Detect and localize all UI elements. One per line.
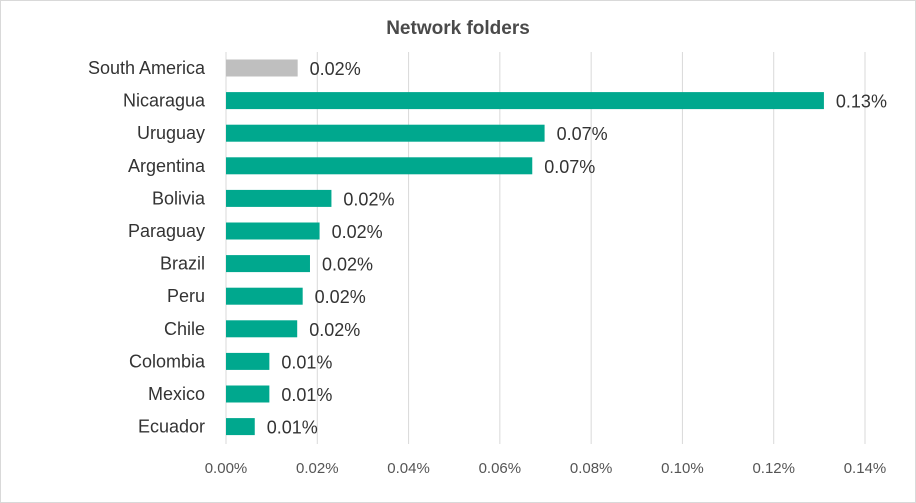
category-label: Colombia — [129, 351, 206, 371]
category-label: Mexico — [148, 384, 205, 404]
bar — [226, 222, 320, 240]
data-label: 0.02% — [343, 189, 394, 209]
category-label: South America — [88, 58, 206, 78]
category-label: Argentina — [128, 156, 206, 176]
bar — [226, 124, 545, 142]
data-label: 0.02% — [309, 320, 360, 340]
data-label: 0.02% — [310, 59, 361, 79]
data-label: 0.02% — [322, 255, 373, 275]
category-label: Peru — [167, 286, 205, 306]
category-label: Brazil — [160, 254, 205, 274]
category-label: Chile — [164, 319, 205, 339]
x-tick-label: 0.10% — [661, 460, 704, 477]
x-tick-label: 0.08% — [570, 460, 613, 477]
bar — [226, 255, 310, 273]
category-label: Ecuador — [138, 417, 205, 437]
data-label: 0.01% — [267, 418, 318, 438]
data-label: 0.01% — [281, 385, 332, 405]
data-label: 0.02% — [332, 222, 383, 242]
data-label: 0.02% — [315, 287, 366, 307]
x-tick-label: 0.04% — [387, 460, 430, 477]
bar — [226, 385, 270, 403]
data-label: 0.01% — [281, 352, 332, 372]
category-label: Bolivia — [152, 188, 206, 208]
data-label: 0.07% — [544, 157, 595, 177]
category-label: Paraguay — [128, 221, 205, 241]
bar — [226, 287, 303, 305]
data-label: 0.07% — [557, 124, 608, 144]
x-tick-label: 0.06% — [479, 460, 522, 477]
bar — [226, 59, 298, 77]
bar — [226, 418, 255, 436]
x-tick-label: 0.12% — [752, 460, 795, 477]
x-tick-label: 0.02% — [296, 460, 339, 477]
category-label: Uruguay — [137, 123, 205, 143]
bar — [226, 92, 824, 110]
bar — [226, 189, 332, 207]
x-tick-label: 0.00% — [205, 460, 248, 477]
x-tick-label: 0.14% — [844, 460, 887, 477]
bar — [226, 320, 298, 338]
chart-title: Network folders — [386, 18, 530, 39]
bar — [226, 157, 533, 175]
category-label: Nicaragua — [123, 91, 206, 111]
data-label: 0.13% — [836, 92, 887, 112]
bar — [226, 352, 270, 370]
